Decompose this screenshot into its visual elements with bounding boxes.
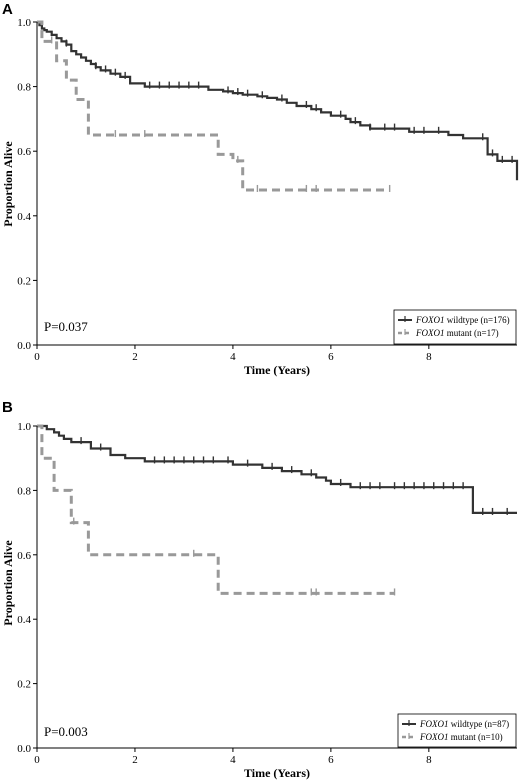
panel-b-series-mutant-line: [37, 424, 395, 595]
panel-b-x-tick-label: 8: [426, 754, 432, 766]
panel-a-y-tick-label: 0.2: [17, 275, 31, 287]
panel-a-series-wildtype-line: [37, 20, 519, 181]
panel-a-y-tick-label: 1.0: [17, 17, 31, 29]
panel-a-label: A: [2, 1, 13, 18]
panel-b-legend-entry: FOXO1 wildtype (n=87): [419, 719, 509, 729]
panel-b-legend-box: [397, 713, 517, 748]
panel-a-legend: FOXO1 wildtype (n=176)FOXO1 mutant (n=17…: [393, 309, 517, 345]
panel-b-x-axis-title: Time (Years): [244, 766, 310, 780]
panel-b-legend: FOXO1 wildtype (n=87)FOXO1 mutant (n=10): [397, 713, 517, 748]
panel-a-series-mutant-line: [37, 20, 390, 192]
panel-b-p-value: P=0.003: [44, 724, 88, 739]
panel-a-legend-entry-gene: FOXO1: [415, 328, 445, 338]
panel-b-x-tick-label: 0: [34, 754, 40, 766]
panel-a-p-value: P=0.037: [44, 319, 88, 334]
panel-b-y-axis-title: Proportion Alive: [1, 540, 15, 626]
panel-b-y-tick-label: 1.0: [17, 421, 31, 433]
panel-b-x-tick-label: 6: [328, 754, 334, 766]
panel-b-y-tick-label: 0.4: [17, 614, 31, 626]
panel-b-label: B: [2, 399, 13, 416]
panel-a-legend-entry: FOXO1 wildtype (n=176): [415, 315, 510, 325]
panel-b-x-tick-label: 2: [132, 754, 138, 766]
panel-b-y-tick-label: 0.2: [17, 679, 31, 691]
panel-a-x-axis-title: Time (Years): [244, 363, 310, 377]
panel-b-legend-entry-gene: FOXO1: [419, 732, 449, 742]
panel-a-y-axis-title: Proportion Alive: [1, 141, 15, 227]
panel-b: B 0 2 4 6 8 0.0 0.2 0.4 0.6 0.8 1.0 P=0.003 Time (…: [1, 399, 517, 780]
panel-a-y-tick-label: 0.4: [17, 211, 31, 223]
panel-a-y-tick-label: 0.8: [17, 82, 31, 94]
panel-b-legend-entry: FOXO1 mutant (n=10): [419, 732, 503, 742]
panel-b-y-tick-label: 0.6: [17, 550, 31, 562]
panel-a-legend-entry-label: wildtype (n=176): [445, 315, 510, 325]
panel-a-x-tick-label: 8: [426, 351, 432, 363]
panel-b-legend-entry-label: wildtype (n=87): [449, 719, 510, 729]
panel-b-y-tick-label: 0.0: [17, 743, 31, 755]
panel-a-x-tick-label: 4: [230, 351, 236, 363]
panel-b-series-wildtype-line: [37, 424, 517, 514]
panel-a: A 0 2 4 6 8 0.0 0.2 0.4 0.6 0.8 1.0 P=0.037 Time (…: [1, 1, 519, 377]
panel-a-legend-entry-gene: FOXO1: [415, 315, 445, 325]
panel-a-x-tick-label: 2: [132, 351, 138, 363]
panel-b-legend-entry-label: mutant (n=10): [449, 732, 503, 742]
panel-a-legend-entry-label: mutant (n=17): [445, 328, 499, 338]
panel-a-legend-entry: FOXO1 mutant (n=17): [415, 328, 499, 338]
panel-a-y-tick-label: 0.0: [17, 340, 31, 352]
panel-a-x-tick-label: 0: [34, 351, 40, 363]
panel-a-legend-box: [393, 309, 517, 345]
panel-b-y-tick-label: 0.8: [17, 485, 31, 497]
panel-b-legend-entry-gene: FOXO1: [419, 719, 449, 729]
panel-a-y-tick-label: 0.6: [17, 146, 31, 158]
panel-b-x-tick-label: 4: [230, 754, 236, 766]
panel-a-x-tick-label: 6: [328, 351, 334, 363]
